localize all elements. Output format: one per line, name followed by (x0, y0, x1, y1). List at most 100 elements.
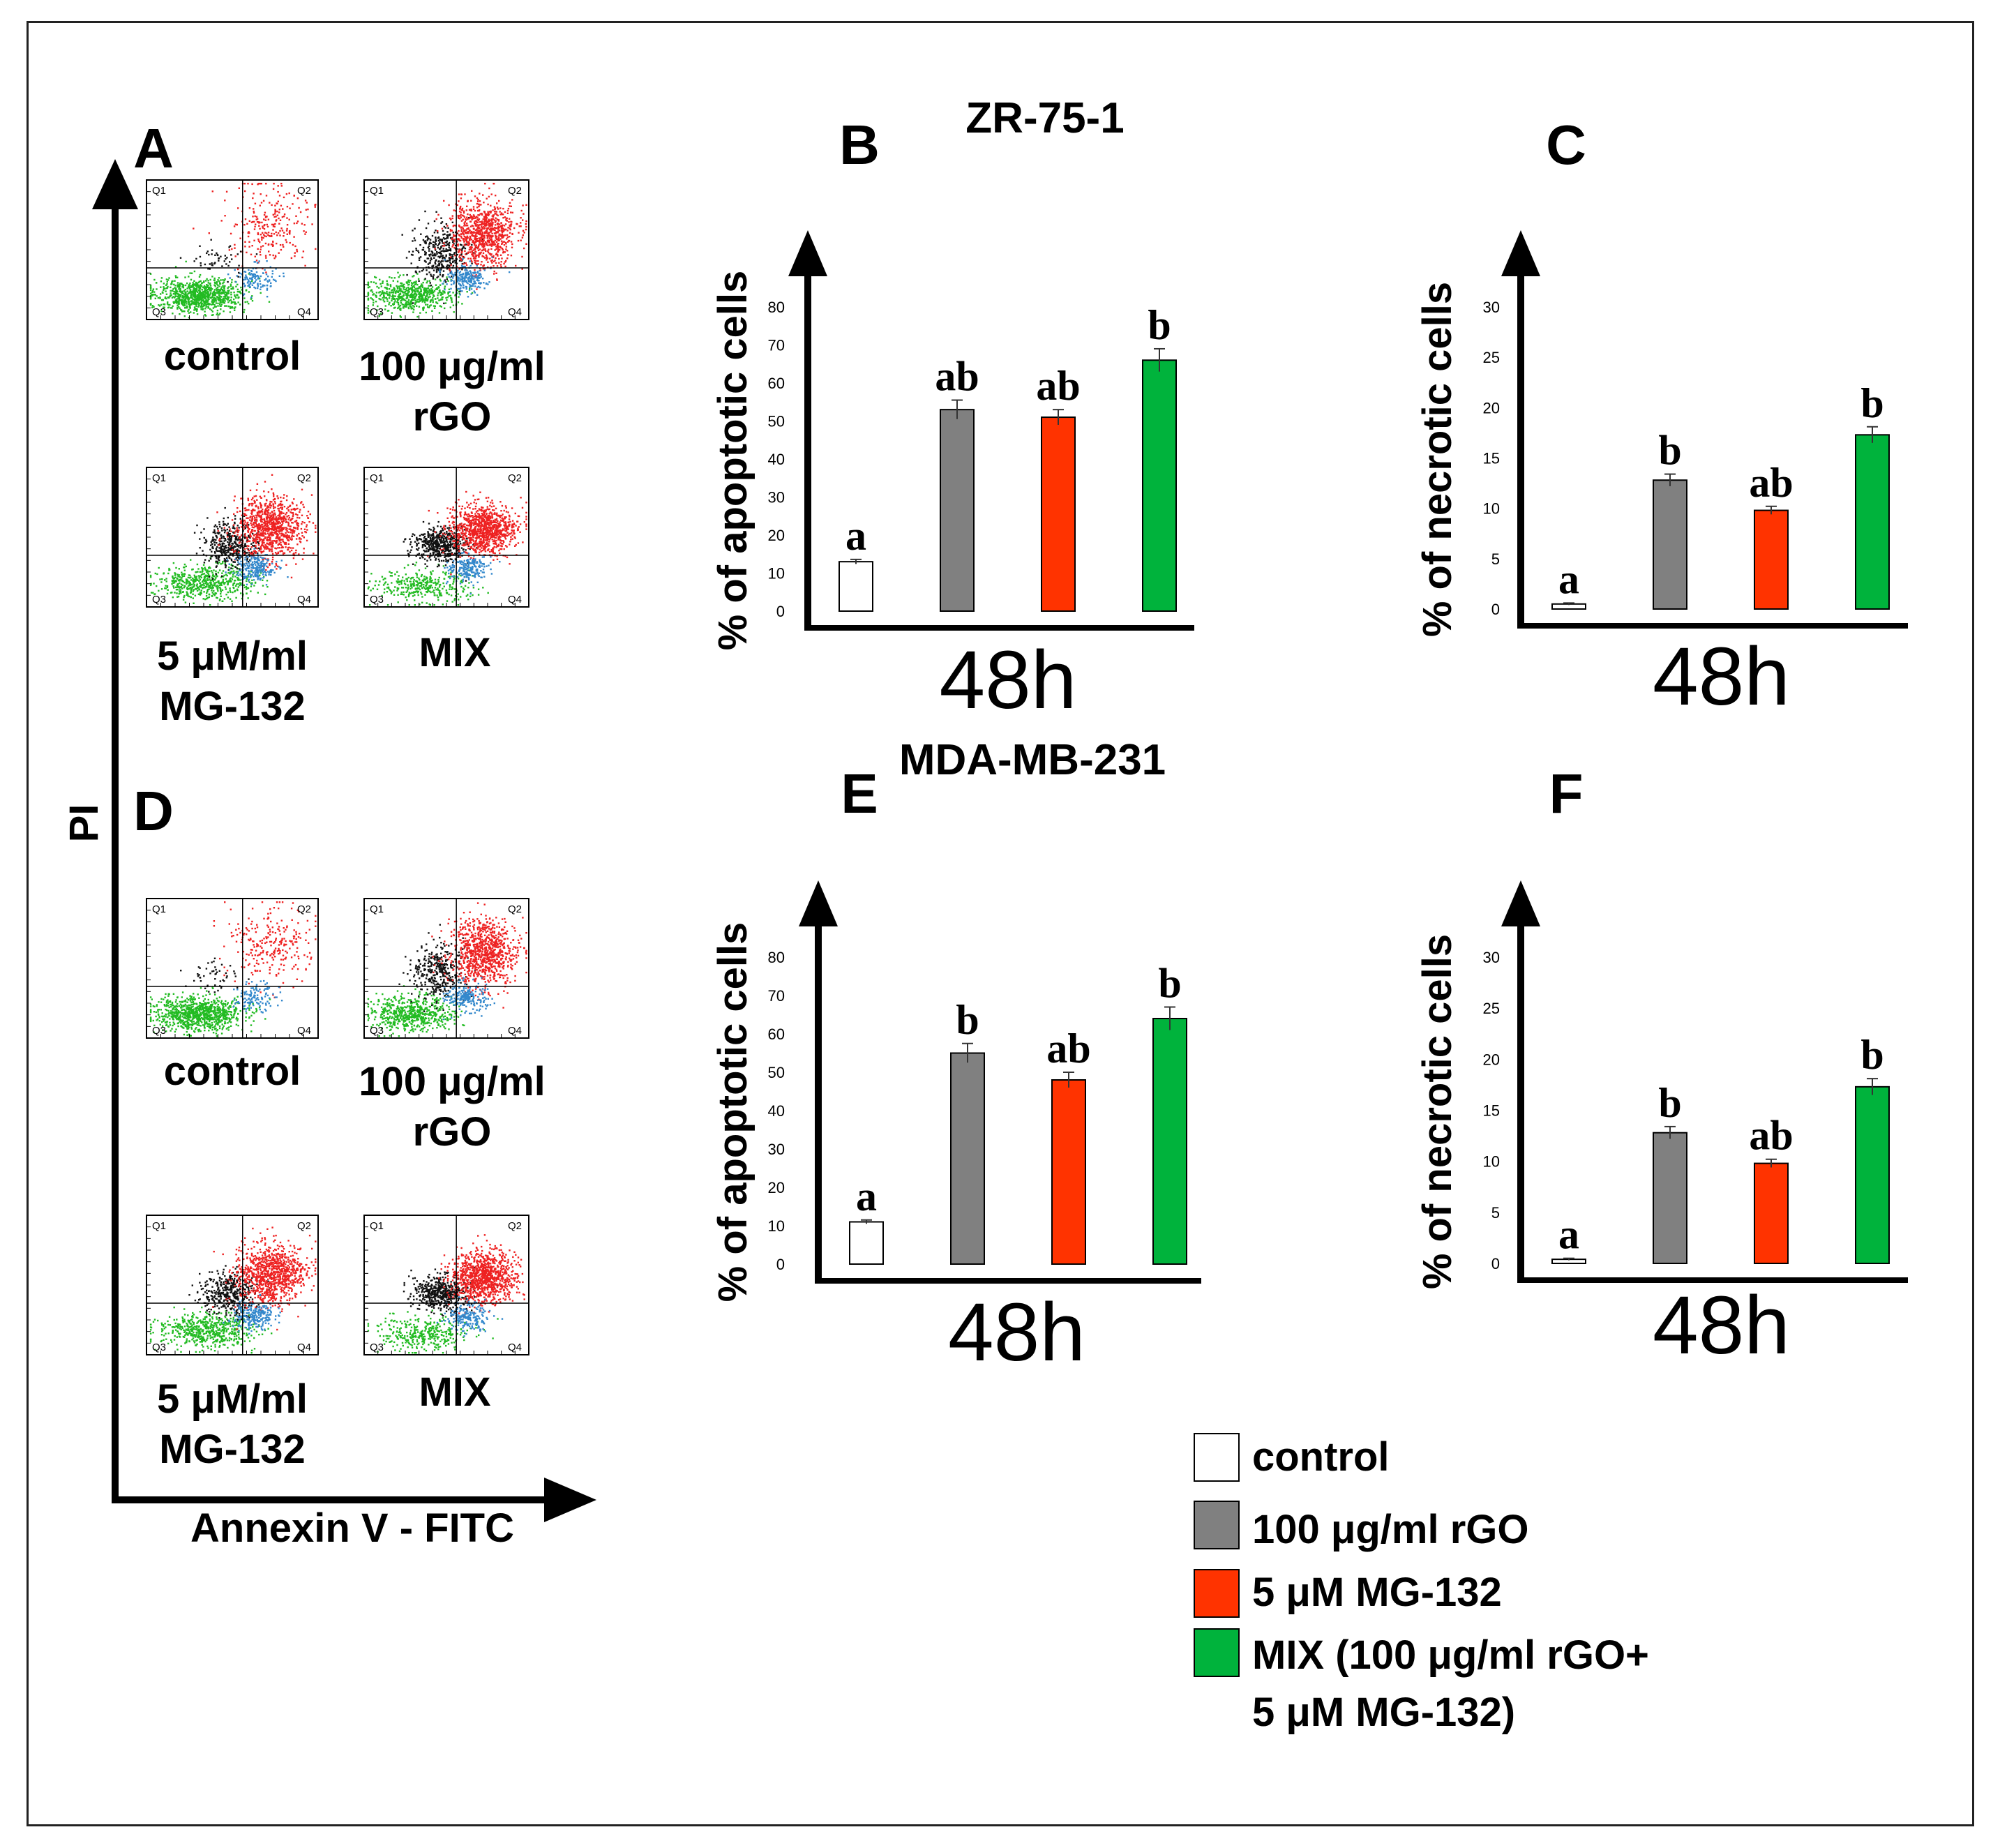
flow-plot-D-4: Q1 Q2 Q3 Q4 MIX (363, 1215, 529, 1415)
quadrant-label-Q2: Q2 (297, 1220, 311, 1232)
flow-plot-D-1: Q1 Q2 Q3 Q4 control (146, 898, 319, 1094)
bar-B-1 (839, 561, 873, 613)
y-tick-label: 0 (1491, 1255, 1500, 1272)
quadrant-label-Q3: Q3 (152, 1025, 166, 1037)
flow-x-axis-label: Annexin V - FITC (190, 1505, 514, 1551)
legend-label: 5 μM MG-132 (1252, 1570, 1502, 1615)
flow-plot-D-2: Q1 Q2 Q3 Q4 100 μg/ml rGO (359, 898, 546, 1155)
flow-plot-dots (149, 183, 317, 319)
significance-label: b (1158, 961, 1181, 1007)
quadrant-label-Q4: Q4 (297, 1025, 311, 1037)
significance-label: ab (935, 354, 979, 400)
quadrant-label-Q3: Q3 (152, 306, 166, 318)
y-axis-label: % of apoptotic cells (710, 271, 755, 651)
bar-C-3 (1754, 509, 1789, 610)
x-axis-label: 48h (1653, 631, 1790, 723)
quadrant-label-Q3: Q3 (370, 594, 384, 606)
flow-plot-label: 100 μg/ml (359, 344, 546, 389)
quadrant-label-Q4: Q4 (508, 1025, 522, 1037)
y-tick-label: 0 (776, 1256, 785, 1273)
legend-swatch (1194, 1628, 1240, 1677)
cell-line-title-bottom: MDA-MB-231 (899, 736, 1166, 784)
flow-panel-A: A Q1 Q2 Q3 Q4 control Q1 Q2 Q3 Q4 100 μg/ml rGO Q1 Q2… (133, 117, 546, 729)
flow-plot-label: MIX (419, 630, 490, 675)
flow-plot-dots (367, 1234, 525, 1354)
quadrant-label-Q1: Q1 (370, 903, 384, 915)
legend-item-mix: MIX (100 μg/ml rGO+ 5 μM MG-132) (1194, 1628, 1649, 1735)
panel-letter-A: A (133, 117, 174, 179)
quadrant-label-Q1: Q1 (152, 1220, 166, 1232)
flow-x-arrowhead (544, 1478, 596, 1522)
quadrant-label-Q4: Q4 (508, 594, 522, 606)
y-tick-label: 5 (1491, 550, 1500, 568)
quadrant-label-Q2: Q2 (508, 185, 522, 197)
y-tick-label: 20 (1483, 399, 1500, 416)
bar-B-3 (1041, 416, 1076, 612)
significance-label: ab (1046, 1026, 1090, 1072)
y-axis-label: % of apoptotic cells (710, 922, 755, 1302)
y-axis-arrowhead (1501, 230, 1540, 276)
panel-letter-C: C (1546, 114, 1586, 176)
x-axis-label: 48h (1653, 1279, 1790, 1372)
bar-F-3 (1754, 1162, 1789, 1265)
significance-label: a (856, 1173, 877, 1219)
y-tick-label: 20 (1483, 1051, 1500, 1068)
bar-B-2 (940, 409, 975, 613)
flow-panels: A Q1 Q2 Q3 Q4 control Q1 Q2 Q3 Q4 100 μg/ml rGO Q1 Q2… (133, 117, 546, 1472)
bar-C-4 (1855, 434, 1890, 610)
significance-label: a (1558, 556, 1579, 602)
quadrant-label-Q3: Q3 (370, 1025, 384, 1037)
flow-y-axis-label: PI (61, 804, 107, 843)
significance-label: a (845, 513, 866, 559)
bar-C-2 (1653, 479, 1687, 610)
panel-letter-D: D (133, 780, 174, 842)
flow-panel-D: D Q1 Q2 Q3 Q4 control Q1 Q2 Q3 Q4 100 μg/ml rGO Q1 Q2… (133, 780, 546, 1472)
quadrant-label-Q1: Q1 (370, 185, 384, 197)
flow-plot-label: 5 μM/ml (157, 1376, 308, 1422)
significance-label: b (1860, 380, 1884, 426)
flow-axes: PI Annexin V - FITC (61, 159, 596, 1551)
flow-plot-label: 100 μg/ml (359, 1059, 546, 1104)
flow-plot-A-3: Q1 Q2 Q3 Q4 5 μM/ml MG-132 (146, 467, 319, 729)
legend: control 100 μg/ml rGO 5 μM MG-132 MIX (100 … (1194, 1433, 1649, 1735)
y-tick-label: 60 (768, 1026, 785, 1043)
y-tick-label: 50 (768, 1064, 785, 1081)
bar-E-4 (1152, 1018, 1187, 1265)
y-tick-label: 70 (768, 987, 785, 1005)
y-tick-label: 50 (768, 413, 785, 430)
legend-swatch (1194, 1569, 1240, 1618)
bar-E-1 (849, 1221, 884, 1265)
flow-plot-dots (367, 183, 527, 318)
quadrant-label-Q4: Q4 (297, 594, 311, 606)
flow-plot-dots (367, 490, 527, 606)
y-tick-label: 20 (768, 527, 785, 544)
flow-y-arrowhead (92, 159, 138, 209)
quadrant-label-Q4: Q4 (508, 306, 522, 318)
panel-letter-B: B (839, 114, 880, 176)
y-tick-label: 0 (776, 603, 785, 620)
significance-label: ab (1749, 1113, 1793, 1159)
quadrant-label-Q2: Q2 (508, 472, 522, 484)
flow-plot-label: control (164, 333, 301, 379)
quadrant-label-Q1: Q1 (152, 903, 166, 915)
flow-plot-A-4: Q1 Q2 Q3 Q4 MIX (363, 467, 529, 675)
x-axis-label: 48h (948, 1286, 1085, 1379)
legend-label: 100 μg/ml rGO (1252, 1507, 1529, 1552)
y-tick-label: 15 (1483, 1102, 1500, 1120)
quadrant-label-Q3: Q3 (152, 594, 166, 606)
quadrant-label-Q1: Q1 (370, 472, 384, 484)
y-tick-label: 10 (768, 565, 785, 583)
legend-label: 5 μM MG-132) (1252, 1690, 1515, 1735)
quadrant-label-Q3: Q3 (370, 306, 384, 318)
significance-label: b (1860, 1032, 1884, 1078)
panel-letter-E: E (841, 763, 878, 825)
bar-E-2 (950, 1052, 985, 1265)
cell-line-title-top: ZR-75-1 (965, 94, 1124, 142)
quadrant-label-Q4: Q4 (508, 1342, 522, 1353)
y-tick-label: 30 (1483, 949, 1500, 966)
y-tick-label: 60 (768, 375, 785, 392)
y-tick-label: 30 (1483, 299, 1500, 316)
